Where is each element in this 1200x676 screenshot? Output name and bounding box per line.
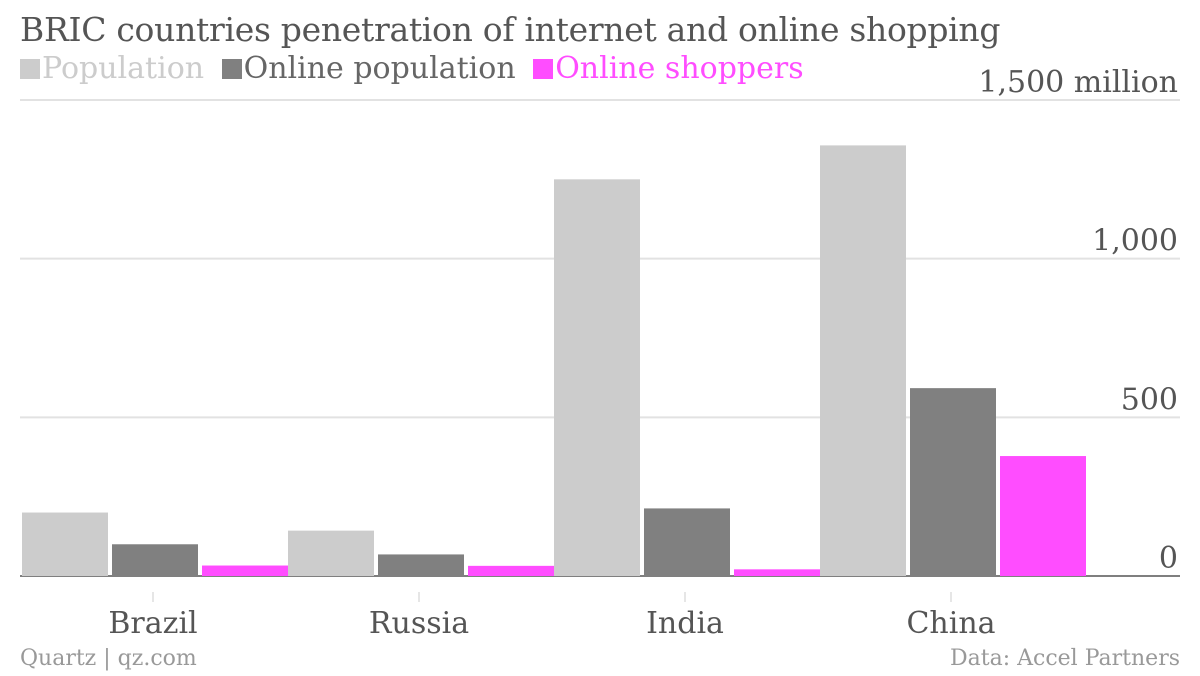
bar-india-online-shoppers <box>734 569 820 576</box>
legend-item-online-shoppers: Online shoppers <box>533 51 804 86</box>
bar-brazil-online-population <box>112 544 198 576</box>
bar-china-online-population <box>910 388 996 576</box>
x-tick-label: Brazil <box>108 606 197 641</box>
bar-china-online-shoppers <box>1000 456 1086 576</box>
legend-label-online-shoppers: Online shoppers <box>555 51 804 86</box>
bar-india-population <box>554 179 640 577</box>
footer-credit: Quartz | qz.com <box>20 646 197 671</box>
y-tick-label: 0 <box>1159 541 1178 576</box>
legend-label-population: Population <box>42 51 205 86</box>
bar-russia-online-population <box>378 554 464 576</box>
bar-russia-online-shoppers <box>468 565 554 576</box>
x-tick-label: India <box>646 606 724 641</box>
bar-india-online-population <box>644 508 730 576</box>
x-tick-label: China <box>906 606 995 641</box>
y-tick-label: 500 <box>1121 382 1178 417</box>
legend-label-online-population: Online population <box>243 51 516 86</box>
chart-title: BRIC countries penetration of internet a… <box>20 10 1001 49</box>
chart-legend: Population Online population Online shop… <box>20 51 812 86</box>
legend-item-population: Population <box>20 51 204 86</box>
bar-brazil-population <box>22 512 108 576</box>
legend-swatch-online-shoppers <box>533 59 554 79</box>
bar-russia-population <box>288 530 374 576</box>
bar-brazil-online-shoppers <box>202 565 288 576</box>
legend-swatch-population <box>20 59 40 79</box>
legend-swatch-online-population <box>221 59 242 79</box>
footer-source: Data: Accel Partners <box>950 646 1180 671</box>
y-tick-label: 1,000 <box>1092 224 1178 259</box>
x-tick-label: Russia <box>369 606 469 641</box>
bar-china-population <box>820 145 906 576</box>
legend-item-online-population: Online population <box>221 51 516 86</box>
y-tick-label: 1,500 million <box>978 65 1178 100</box>
